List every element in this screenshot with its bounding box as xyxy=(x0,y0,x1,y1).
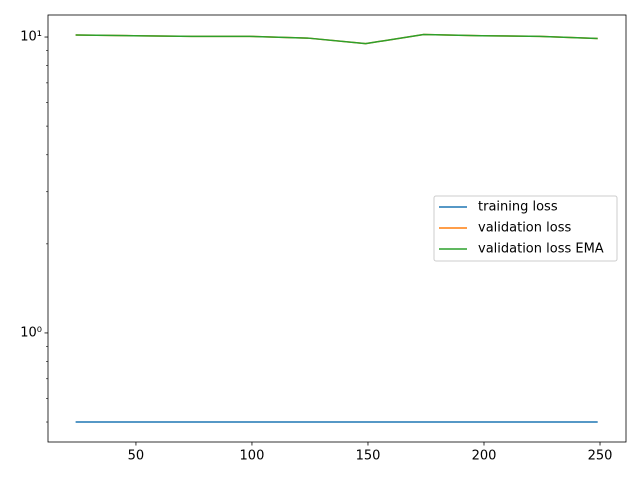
legend-label: validation loss xyxy=(478,221,571,236)
legend-box xyxy=(433,195,618,262)
x-tick-label: 50 xyxy=(128,449,145,464)
plot-frame xyxy=(47,14,627,443)
x-tick-label: 150 xyxy=(356,449,381,464)
legend-label: training loss xyxy=(478,200,558,215)
legend-label: validation loss EMA xyxy=(478,242,604,257)
x-tick-label: 250 xyxy=(588,449,613,464)
y-tick-label: 10¹ xyxy=(20,30,42,45)
x-tick-label: 200 xyxy=(472,449,497,464)
x-tick-label: 100 xyxy=(240,449,265,464)
y-tick-label: 10⁰ xyxy=(20,325,42,340)
series-line xyxy=(75,33,598,45)
